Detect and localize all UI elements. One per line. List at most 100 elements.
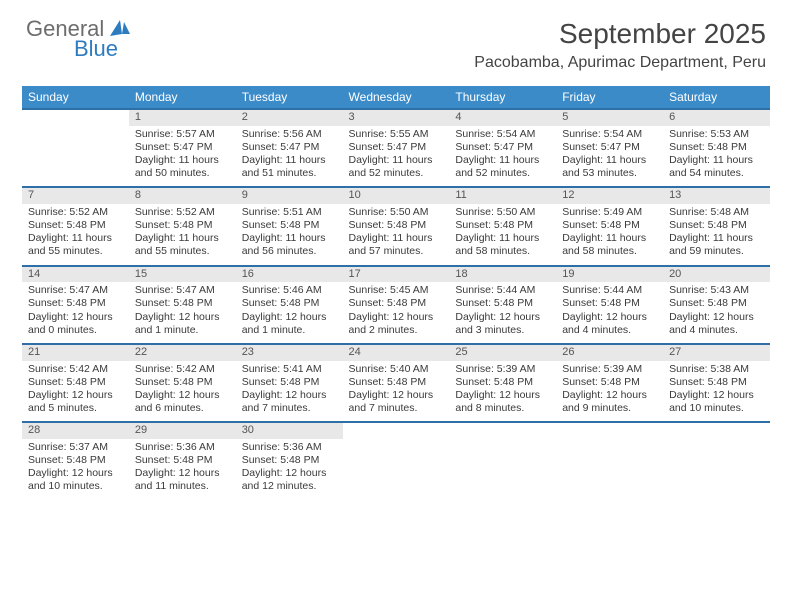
sunset-text: Sunset: 5:48 PM [135,376,230,389]
day-cell: Sunrise: 5:56 AMSunset: 5:47 PMDaylight:… [236,126,343,188]
daylight-text: Daylight: 12 hours [135,467,230,480]
day-number: 30 [236,422,343,439]
day-number [556,422,663,439]
day-cell: Sunrise: 5:50 AMSunset: 5:48 PMDaylight:… [449,204,556,266]
sunrise-text: Sunrise: 5:47 AM [28,284,123,297]
daylight-text: and 1 minute. [135,324,230,337]
week-daynum-row: 14151617181920 [22,266,770,283]
sunset-text: Sunset: 5:47 PM [455,141,550,154]
daylight-text: Daylight: 11 hours [135,232,230,245]
sunrise-text: Sunrise: 5:44 AM [562,284,657,297]
day-cell: Sunrise: 5:39 AMSunset: 5:48 PMDaylight:… [449,361,556,423]
sunset-text: Sunset: 5:48 PM [28,454,123,467]
calendar-table: Sunday Monday Tuesday Wednesday Thursday… [22,86,770,499]
daylight-text: Daylight: 12 hours [562,389,657,402]
month-title: September 2025 [474,18,766,50]
day-number: 17 [343,266,450,283]
day-cell: Sunrise: 5:44 AMSunset: 5:48 PMDaylight:… [556,282,663,344]
daylight-text: Daylight: 12 hours [455,389,550,402]
daylight-text: Daylight: 12 hours [242,311,337,324]
day-number: 12 [556,187,663,204]
sunset-text: Sunset: 5:48 PM [562,297,657,310]
day-cell: Sunrise: 5:48 AMSunset: 5:48 PMDaylight:… [663,204,770,266]
sunrise-text: Sunrise: 5:51 AM [242,206,337,219]
day-cell: Sunrise: 5:42 AMSunset: 5:48 PMDaylight:… [22,361,129,423]
daylight-text: Daylight: 12 hours [135,389,230,402]
daylight-text: Daylight: 12 hours [135,311,230,324]
week-content-row: Sunrise: 5:52 AMSunset: 5:48 PMDaylight:… [22,204,770,266]
daylight-text: Daylight: 11 hours [242,154,337,167]
day-cell: Sunrise: 5:45 AMSunset: 5:48 PMDaylight:… [343,282,450,344]
sunset-text: Sunset: 5:48 PM [349,376,444,389]
day-number: 7 [22,187,129,204]
day-cell: Sunrise: 5:40 AMSunset: 5:48 PMDaylight:… [343,361,450,423]
day-cell [556,439,663,500]
sunset-text: Sunset: 5:47 PM [242,141,337,154]
day-header: Wednesday [343,86,450,109]
sunset-text: Sunset: 5:48 PM [669,297,764,310]
daylight-text: and 53 minutes. [562,167,657,180]
sunrise-text: Sunrise: 5:54 AM [455,128,550,141]
daylight-text: and 4 minutes. [562,324,657,337]
day-number: 18 [449,266,556,283]
title-block: September 2025 Pacobamba, Apurimac Depar… [474,18,766,72]
day-header: Thursday [449,86,556,109]
day-number: 15 [129,266,236,283]
day-header: Monday [129,86,236,109]
daylight-text: Daylight: 11 hours [669,232,764,245]
day-number: 11 [449,187,556,204]
day-cell: Sunrise: 5:46 AMSunset: 5:48 PMDaylight:… [236,282,343,344]
logo-sail-icon [110,20,130,36]
day-number: 19 [556,266,663,283]
day-cell: Sunrise: 5:47 AMSunset: 5:48 PMDaylight:… [129,282,236,344]
sunrise-text: Sunrise: 5:50 AM [349,206,444,219]
day-cell [449,439,556,500]
daylight-text: and 52 minutes. [349,167,444,180]
day-cell [22,126,129,188]
daylight-text: Daylight: 11 hours [135,154,230,167]
day-cell: Sunrise: 5:38 AMSunset: 5:48 PMDaylight:… [663,361,770,423]
day-cell: Sunrise: 5:41 AMSunset: 5:48 PMDaylight:… [236,361,343,423]
daylight-text: Daylight: 11 hours [455,232,550,245]
day-cell: Sunrise: 5:37 AMSunset: 5:48 PMDaylight:… [22,439,129,500]
sunrise-text: Sunrise: 5:41 AM [242,363,337,376]
daylight-text: Daylight: 11 hours [28,232,123,245]
day-header: Saturday [663,86,770,109]
sunset-text: Sunset: 5:48 PM [669,219,764,232]
daylight-text: Daylight: 12 hours [349,389,444,402]
day-cell: Sunrise: 5:54 AMSunset: 5:47 PMDaylight:… [556,126,663,188]
sunset-text: Sunset: 5:48 PM [28,297,123,310]
week-content-row: Sunrise: 5:57 AMSunset: 5:47 PMDaylight:… [22,126,770,188]
daylight-text: and 10 minutes. [669,402,764,415]
daylight-text: and 11 minutes. [135,480,230,493]
daylight-text: Daylight: 11 hours [242,232,337,245]
daylight-text: Daylight: 12 hours [562,311,657,324]
day-number: 2 [236,109,343,126]
sunrise-text: Sunrise: 5:36 AM [242,441,337,454]
sunrise-text: Sunrise: 5:42 AM [28,363,123,376]
sunset-text: Sunset: 5:48 PM [242,219,337,232]
sunrise-text: Sunrise: 5:56 AM [242,128,337,141]
week-daynum-row: 123456 [22,109,770,126]
sunset-text: Sunset: 5:48 PM [242,454,337,467]
day-number: 28 [22,422,129,439]
sunrise-text: Sunrise: 5:55 AM [349,128,444,141]
daylight-text: and 7 minutes. [242,402,337,415]
day-number [22,109,129,126]
sunset-text: Sunset: 5:48 PM [455,297,550,310]
sunrise-text: Sunrise: 5:45 AM [349,284,444,297]
daylight-text: Daylight: 12 hours [28,389,123,402]
day-number: 22 [129,344,236,361]
week-content-row: Sunrise: 5:47 AMSunset: 5:48 PMDaylight:… [22,282,770,344]
day-header: Sunday [22,86,129,109]
daylight-text: Daylight: 11 hours [349,154,444,167]
daylight-text: and 0 minutes. [28,324,123,337]
day-cell [343,439,450,500]
sunset-text: Sunset: 5:48 PM [242,376,337,389]
daylight-text: Daylight: 12 hours [28,311,123,324]
daylight-text: and 52 minutes. [455,167,550,180]
daylight-text: and 4 minutes. [669,324,764,337]
daylight-text: and 55 minutes. [28,245,123,258]
sunset-text: Sunset: 5:48 PM [349,297,444,310]
sunset-text: Sunset: 5:48 PM [28,376,123,389]
